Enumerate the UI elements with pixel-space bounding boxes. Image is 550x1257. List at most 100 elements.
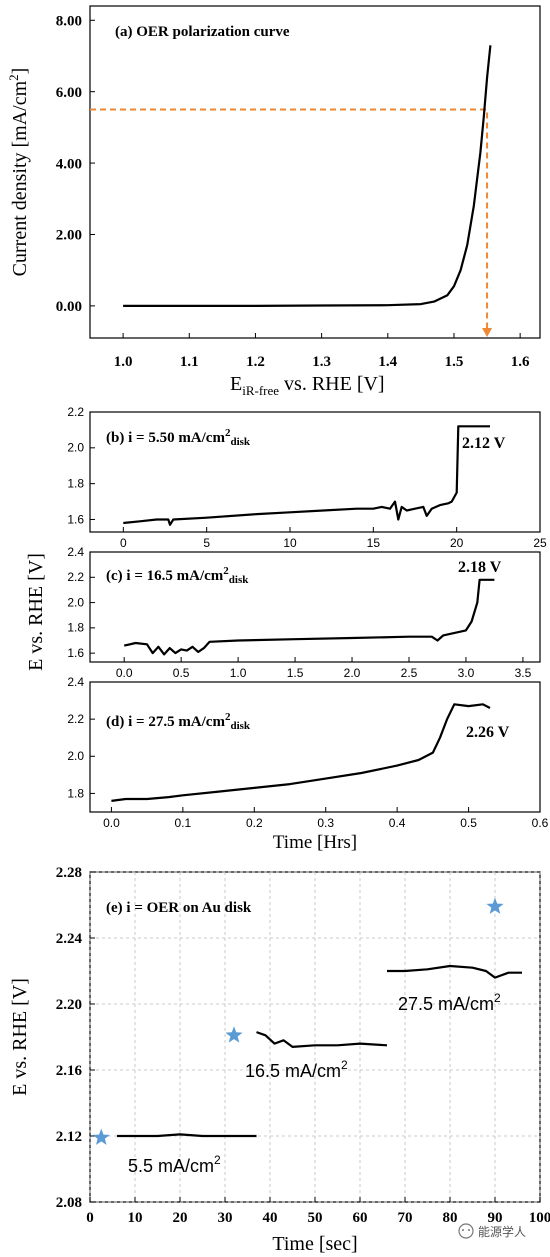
y-tick-label: 2.24: [56, 931, 83, 947]
y-tick-label: 2.4: [67, 545, 84, 559]
x-tick-label: 0.4: [389, 816, 406, 830]
y-tick-label: 1.6: [67, 646, 84, 660]
y-tick-label: 2.08: [56, 1195, 82, 1211]
x-tick-label: 80: [443, 1210, 458, 1226]
y-tick-label: 2.00: [56, 228, 82, 244]
y-tick-label: 0.00: [56, 299, 82, 315]
x-tick-label: 0.3: [317, 816, 334, 830]
panel-b-frame: [89, 411, 541, 533]
panels-bcd-ylabel: E vs. RHE [V]: [25, 553, 47, 671]
panel-b-potential-line: [123, 425, 490, 526]
panel-e-label-16-5: 16.5 mA/cm2: [245, 1058, 348, 1081]
panel-e-ylabel: E vs. RHE [V]: [9, 978, 31, 1096]
panel-b-title: (b) i = 5.50 mA/cm2disk: [106, 427, 251, 448]
x-tick-label: 0.6: [532, 816, 549, 830]
panel-e-series-line-0: [117, 1133, 257, 1138]
x-tick-label: 25: [533, 536, 547, 550]
panel-e-grid: [89, 871, 541, 1203]
panel-a-xlabel: EiR-free vs. RHE [V]: [230, 373, 385, 398]
y-tick-label: 2.2: [67, 570, 84, 584]
x-tick-label: 1.3: [312, 354, 331, 370]
panel-e-label-5-5: 5.5 mA/cm2: [128, 1153, 221, 1176]
x-tick-label: 2.5: [401, 666, 418, 680]
panel-e-series-line-2: [387, 964, 522, 979]
y-tick-label: 2.16: [56, 1063, 83, 1079]
x-tick-label: 1.4: [378, 354, 397, 370]
x-tick-label: 3.0: [458, 666, 475, 680]
x-tick-label: 0: [120, 536, 127, 550]
y-tick-label: 2.0: [67, 749, 84, 763]
x-tick-label: 0.5: [173, 666, 190, 680]
y-tick-label: 2.0: [67, 595, 84, 609]
y-tick-label: 2.28: [56, 865, 82, 881]
watermark: 能源学人: [478, 1224, 526, 1239]
x-tick-label: 10: [128, 1210, 143, 1226]
y-tick-label: 1.8: [67, 621, 84, 635]
panel-d-xlabel: Time [Hrs]: [273, 832, 357, 853]
panel-a-polarization-line: [123, 45, 492, 307]
star-icon: [486, 897, 504, 914]
y-tick-label: 2.2: [67, 405, 84, 419]
x-tick-label: 1.0: [230, 666, 247, 680]
panel-c-title: (c) i = 16.5 mA/cm2disk: [106, 565, 249, 586]
x-tick-label: 1.1: [180, 354, 199, 370]
x-tick-label: 1.6: [511, 354, 530, 370]
x-tick-label: 40: [263, 1210, 278, 1226]
panel-b-stability: (b) i = 5.50 mA/cm2disk 2.12 V 0 5 10 15 20 2…: [67, 405, 547, 550]
panel-e-label-27-5: 27.5 mA/cm2: [398, 991, 501, 1014]
panel-a-guide-line: [90, 108, 489, 330]
y-tick-label: 1.8: [67, 476, 84, 490]
panel-c-frame: [89, 551, 541, 663]
y-tick-label: 2.4: [67, 675, 84, 689]
panel-c-stability: (c) i = 16.5 mA/cm2disk 2.18 V 0.0 0.5 1.0…: [67, 545, 541, 680]
x-tick-label: 15: [367, 536, 381, 550]
y-tick-label: 1.6: [67, 512, 84, 526]
x-tick-label: 0.1: [175, 816, 192, 830]
panel-b-ticks: 0 5 10 15 20 25 1.6 1.8 2.0 2.2: [67, 405, 547, 550]
panel-c-ticks: 0.0 0.5 1.0 1.5 2.0 2.5 3.0 3.5 1.6 1.8 2.0 2.2 2.4: [67, 545, 531, 680]
panel-a-polarization-curve: (a) OER polarization curve 1.0 1.1 1.2 1.3 1…: [6, 5, 541, 398]
panel-d-stability: (d) i = 27.5 mA/cm2disk 2.26 V 0.0 0.1 0.2…: [67, 675, 548, 853]
x-tick-label: 70: [398, 1210, 413, 1226]
x-tick-label: 0.5: [460, 816, 477, 830]
star-icon: [225, 1026, 243, 1043]
panel-d-potential-line: [111, 703, 491, 802]
y-tick-label: 1.8: [67, 786, 84, 800]
x-tick-label: 100: [529, 1210, 550, 1226]
panel-c-annotation: 2.18 V: [458, 559, 502, 576]
x-tick-label: 50: [308, 1210, 323, 1226]
y-tick-label: 2.20: [56, 997, 82, 1013]
x-tick-label: 5: [203, 536, 210, 550]
x-tick-label: 90: [488, 1210, 503, 1226]
y-tick-label: 2.2: [67, 712, 84, 726]
panel-d-title: (d) i = 27.5 mA/cm2disk: [106, 711, 251, 732]
x-tick-label: 1.5: [287, 666, 304, 680]
panel-a-frame: [89, 5, 541, 339]
x-tick-label: 0.2: [246, 816, 263, 830]
panel-d-frame: [89, 681, 541, 813]
x-tick-label: 60: [353, 1210, 368, 1226]
x-tick-label: 30: [218, 1210, 233, 1226]
x-tick-label: 2.0: [344, 666, 361, 680]
x-tick-label: 1.0: [114, 354, 133, 370]
panel-a-ticks: 1.0 1.1 1.2 1.3 1.4 1.5 1.6 0.00 2.00 4.00 6.00 8.0…: [56, 14, 530, 370]
y-tick-label: 6.00: [56, 85, 82, 101]
x-tick-label: 1.2: [246, 354, 265, 370]
y-tick-label: 2.12: [56, 1129, 82, 1145]
x-tick-label: 0.0: [116, 666, 133, 680]
x-tick-label: 20: [173, 1210, 188, 1226]
panel-e-stars: [92, 897, 504, 1145]
panel-a-title: (a) OER polarization curve: [115, 24, 290, 40]
x-tick-label: 10: [283, 536, 297, 550]
y-tick-label: 4.00: [56, 156, 82, 172]
panel-a-guide-arrow: [482, 328, 493, 337]
panel-a-ylabel: Current density [mA/cm2]: [6, 68, 31, 277]
panel-e-series: [117, 964, 522, 1138]
panel-e-ticks: 0 10 20 30 40 50 60 70 80 90 100 2.08 2.12 2.16 2.20 2.…: [56, 865, 550, 1226]
panel-e-title: (e) i = OER on Au disk: [106, 900, 252, 916]
panel-e-xlabel: Time [sec]: [272, 1233, 357, 1255]
panel-e-series-line-1: [256, 1031, 388, 1048]
x-tick-label: 0: [86, 1210, 94, 1226]
panel-c-potential-line: [123, 578, 495, 656]
